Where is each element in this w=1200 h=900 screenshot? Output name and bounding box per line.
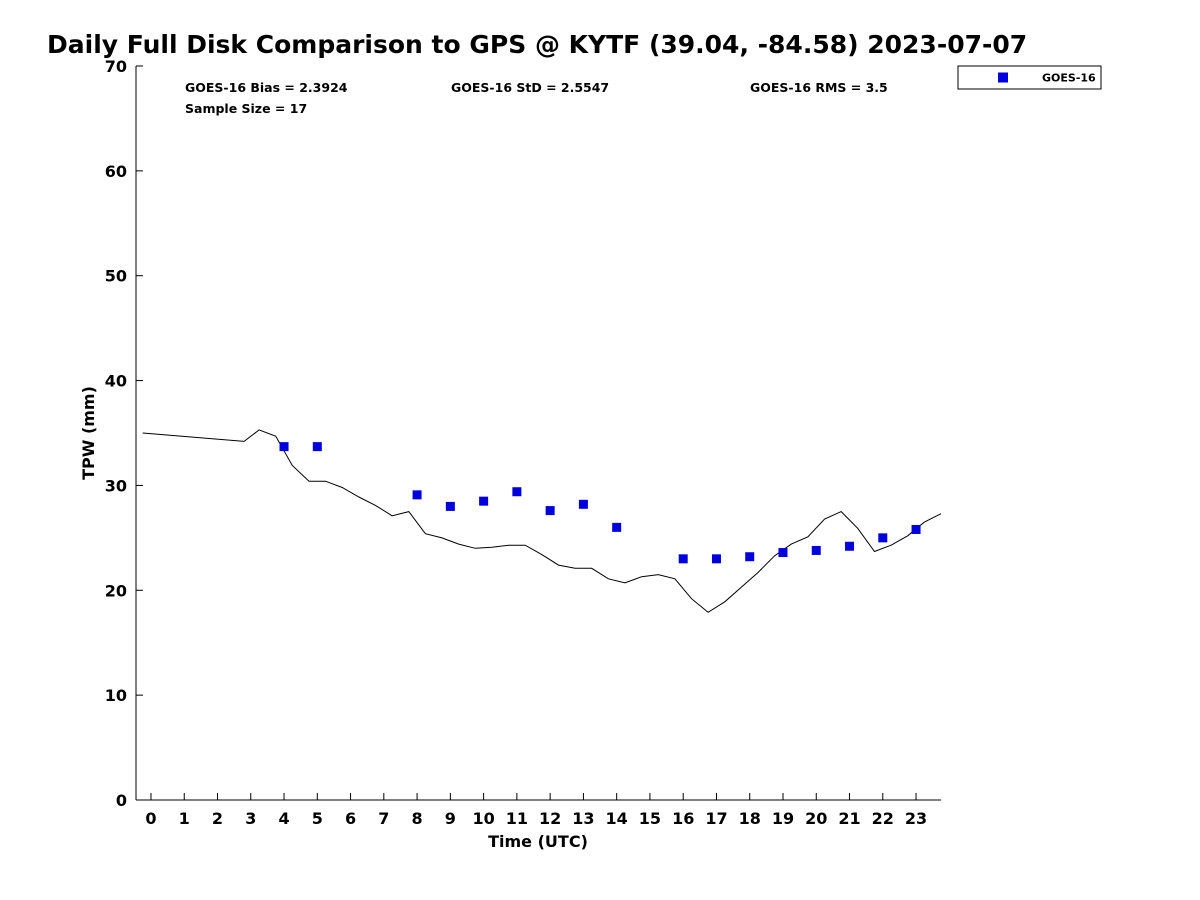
goes16-point (545, 506, 555, 516)
legend-box (957, 65, 1102, 90)
x-tick-label: 7 (378, 809, 389, 828)
chart-title: Daily Full Disk Comparison to GPS @ KYTF… (47, 30, 1028, 59)
x-tick-label: 4 (278, 809, 289, 828)
goes16-point (612, 522, 622, 532)
x-tick-label: 19 (772, 809, 794, 828)
x-tick-label: 12 (539, 809, 561, 828)
goes16-point (811, 545, 821, 555)
y-axis-label: TPW (mm) (79, 386, 98, 480)
x-tick-label: 11 (506, 809, 528, 828)
x-tick-label: 9 (445, 809, 456, 828)
y-tick-label: 40 (105, 372, 127, 391)
x-tick-label: 22 (872, 809, 894, 828)
std-stat: GOES-16 StD = 2.5547 (451, 80, 609, 95)
goes16-point (279, 442, 289, 452)
goes16-point (778, 548, 788, 558)
sample-size-stat: Sample Size = 17 (185, 101, 307, 116)
goes16-point (578, 499, 588, 509)
y-tick-label: 60 (105, 162, 127, 181)
x-tick-label: 21 (838, 809, 860, 828)
x-tick-label: 0 (145, 809, 156, 828)
legend-label: GOES-16 (1042, 72, 1096, 85)
goes16-point (479, 496, 489, 506)
x-tick-label: 17 (705, 809, 727, 828)
goes16-point (512, 487, 522, 497)
x-tick-label: 8 (412, 809, 423, 828)
x-tick-label: 1 (179, 809, 190, 828)
y-tick-label: 0 (116, 791, 127, 810)
x-tick-label: 3 (245, 809, 256, 828)
gps-line-layer (142, 429, 942, 613)
x-tick-label: 14 (606, 809, 628, 828)
y-tick-label: 30 (105, 476, 127, 495)
goes16-point (678, 554, 688, 564)
y-tick-label: 50 (105, 267, 127, 286)
y-tick-label: 20 (105, 581, 127, 600)
goes-marker-layer (279, 442, 921, 564)
x-tick-label: 20 (805, 809, 827, 828)
x-axis-label: Time (UTC) (488, 832, 588, 851)
goes16-point (845, 541, 855, 551)
x-tick-label: 15 (639, 809, 661, 828)
x-tick-label: 13 (572, 809, 594, 828)
legend-marker (998, 72, 1008, 83)
x-tick-label: 5 (312, 809, 323, 828)
goes16-point (745, 552, 755, 562)
y-tick-label: 10 (105, 686, 127, 705)
goes16-point (445, 501, 455, 511)
x-tick-label: 6 (345, 809, 356, 828)
x-tick-label: 10 (472, 809, 494, 828)
legend: GOES-16 (957, 65, 1102, 90)
goes16-point (911, 524, 921, 534)
gps-tpw-line (142, 429, 942, 613)
x-tick-label: 18 (739, 809, 761, 828)
bias-stat: GOES-16 Bias = 2.3924 (185, 80, 348, 95)
goes16-point (312, 442, 322, 452)
x-tick-label: 16 (672, 809, 694, 828)
y-tick-label: 70 (105, 57, 127, 76)
rms-stat: GOES-16 RMS = 3.5 (750, 80, 888, 95)
goes16-point (878, 533, 888, 543)
goes16-point (711, 554, 721, 564)
goes16-point (412, 490, 422, 500)
x-tick-label: 2 (212, 809, 223, 828)
x-tick-label: 23 (905, 809, 927, 828)
